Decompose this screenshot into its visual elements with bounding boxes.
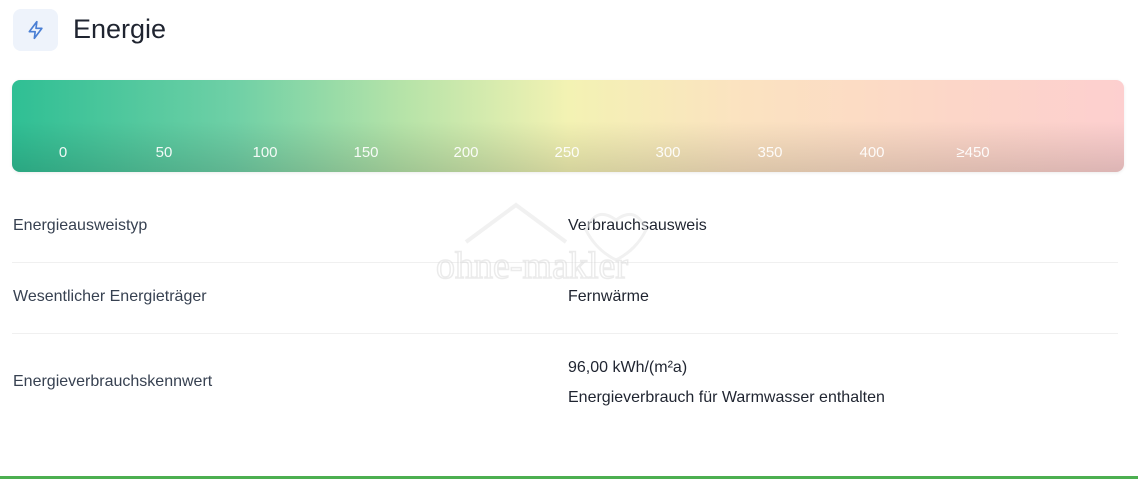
- scale-tick: 400: [859, 144, 885, 161]
- section-title: Energie: [73, 14, 167, 44]
- detail-row-certificate-type: Energieausweistyp Verbrauchsausweis: [12, 192, 1118, 263]
- scale-tick: 200: [453, 144, 479, 161]
- detail-row-energy-source: Wesentlicher Energieträger Fernwärme: [12, 263, 1118, 334]
- scale-tick: 150: [353, 144, 379, 161]
- energy-icon-box: [13, 9, 58, 51]
- lightning-icon: [28, 20, 43, 40]
- detail-value: Verbrauchsausweis: [568, 217, 707, 234]
- detail-label: Energieausweistyp: [13, 217, 148, 234]
- detail-label: Energieverbrauchskennwert: [13, 373, 213, 390]
- detail-note: Energieverbrauch für Warmwasser enthalte…: [568, 389, 885, 406]
- detail-label: Wesentlicher Energieträger: [13, 288, 207, 305]
- scale-tick: 50: [155, 144, 173, 161]
- section-divider: [0, 476, 1138, 479]
- detail-value: 96,00 kWh/(m²a): [568, 359, 688, 376]
- scale-tick: 250: [554, 144, 580, 161]
- scale-tick: 100: [252, 144, 278, 161]
- svg-text:ohne-makler: ohne-makler: [436, 245, 628, 280]
- scale-tick: 300: [655, 144, 681, 161]
- detail-row-consumption: Energieverbrauchskennwert 96,00 kWh/(m²a…: [12, 334, 1118, 444]
- detail-value: Fernwärme: [568, 288, 649, 305]
- scale-tick: 0: [58, 144, 68, 161]
- energy-scale: 0 50 100 150 200 250 300 350 400 ≥450: [12, 80, 1124, 172]
- scale-tick: ≥450: [956, 144, 990, 161]
- scale-tick: 350: [757, 144, 783, 161]
- watermark-logo: ohne-makler: [436, 202, 648, 280]
